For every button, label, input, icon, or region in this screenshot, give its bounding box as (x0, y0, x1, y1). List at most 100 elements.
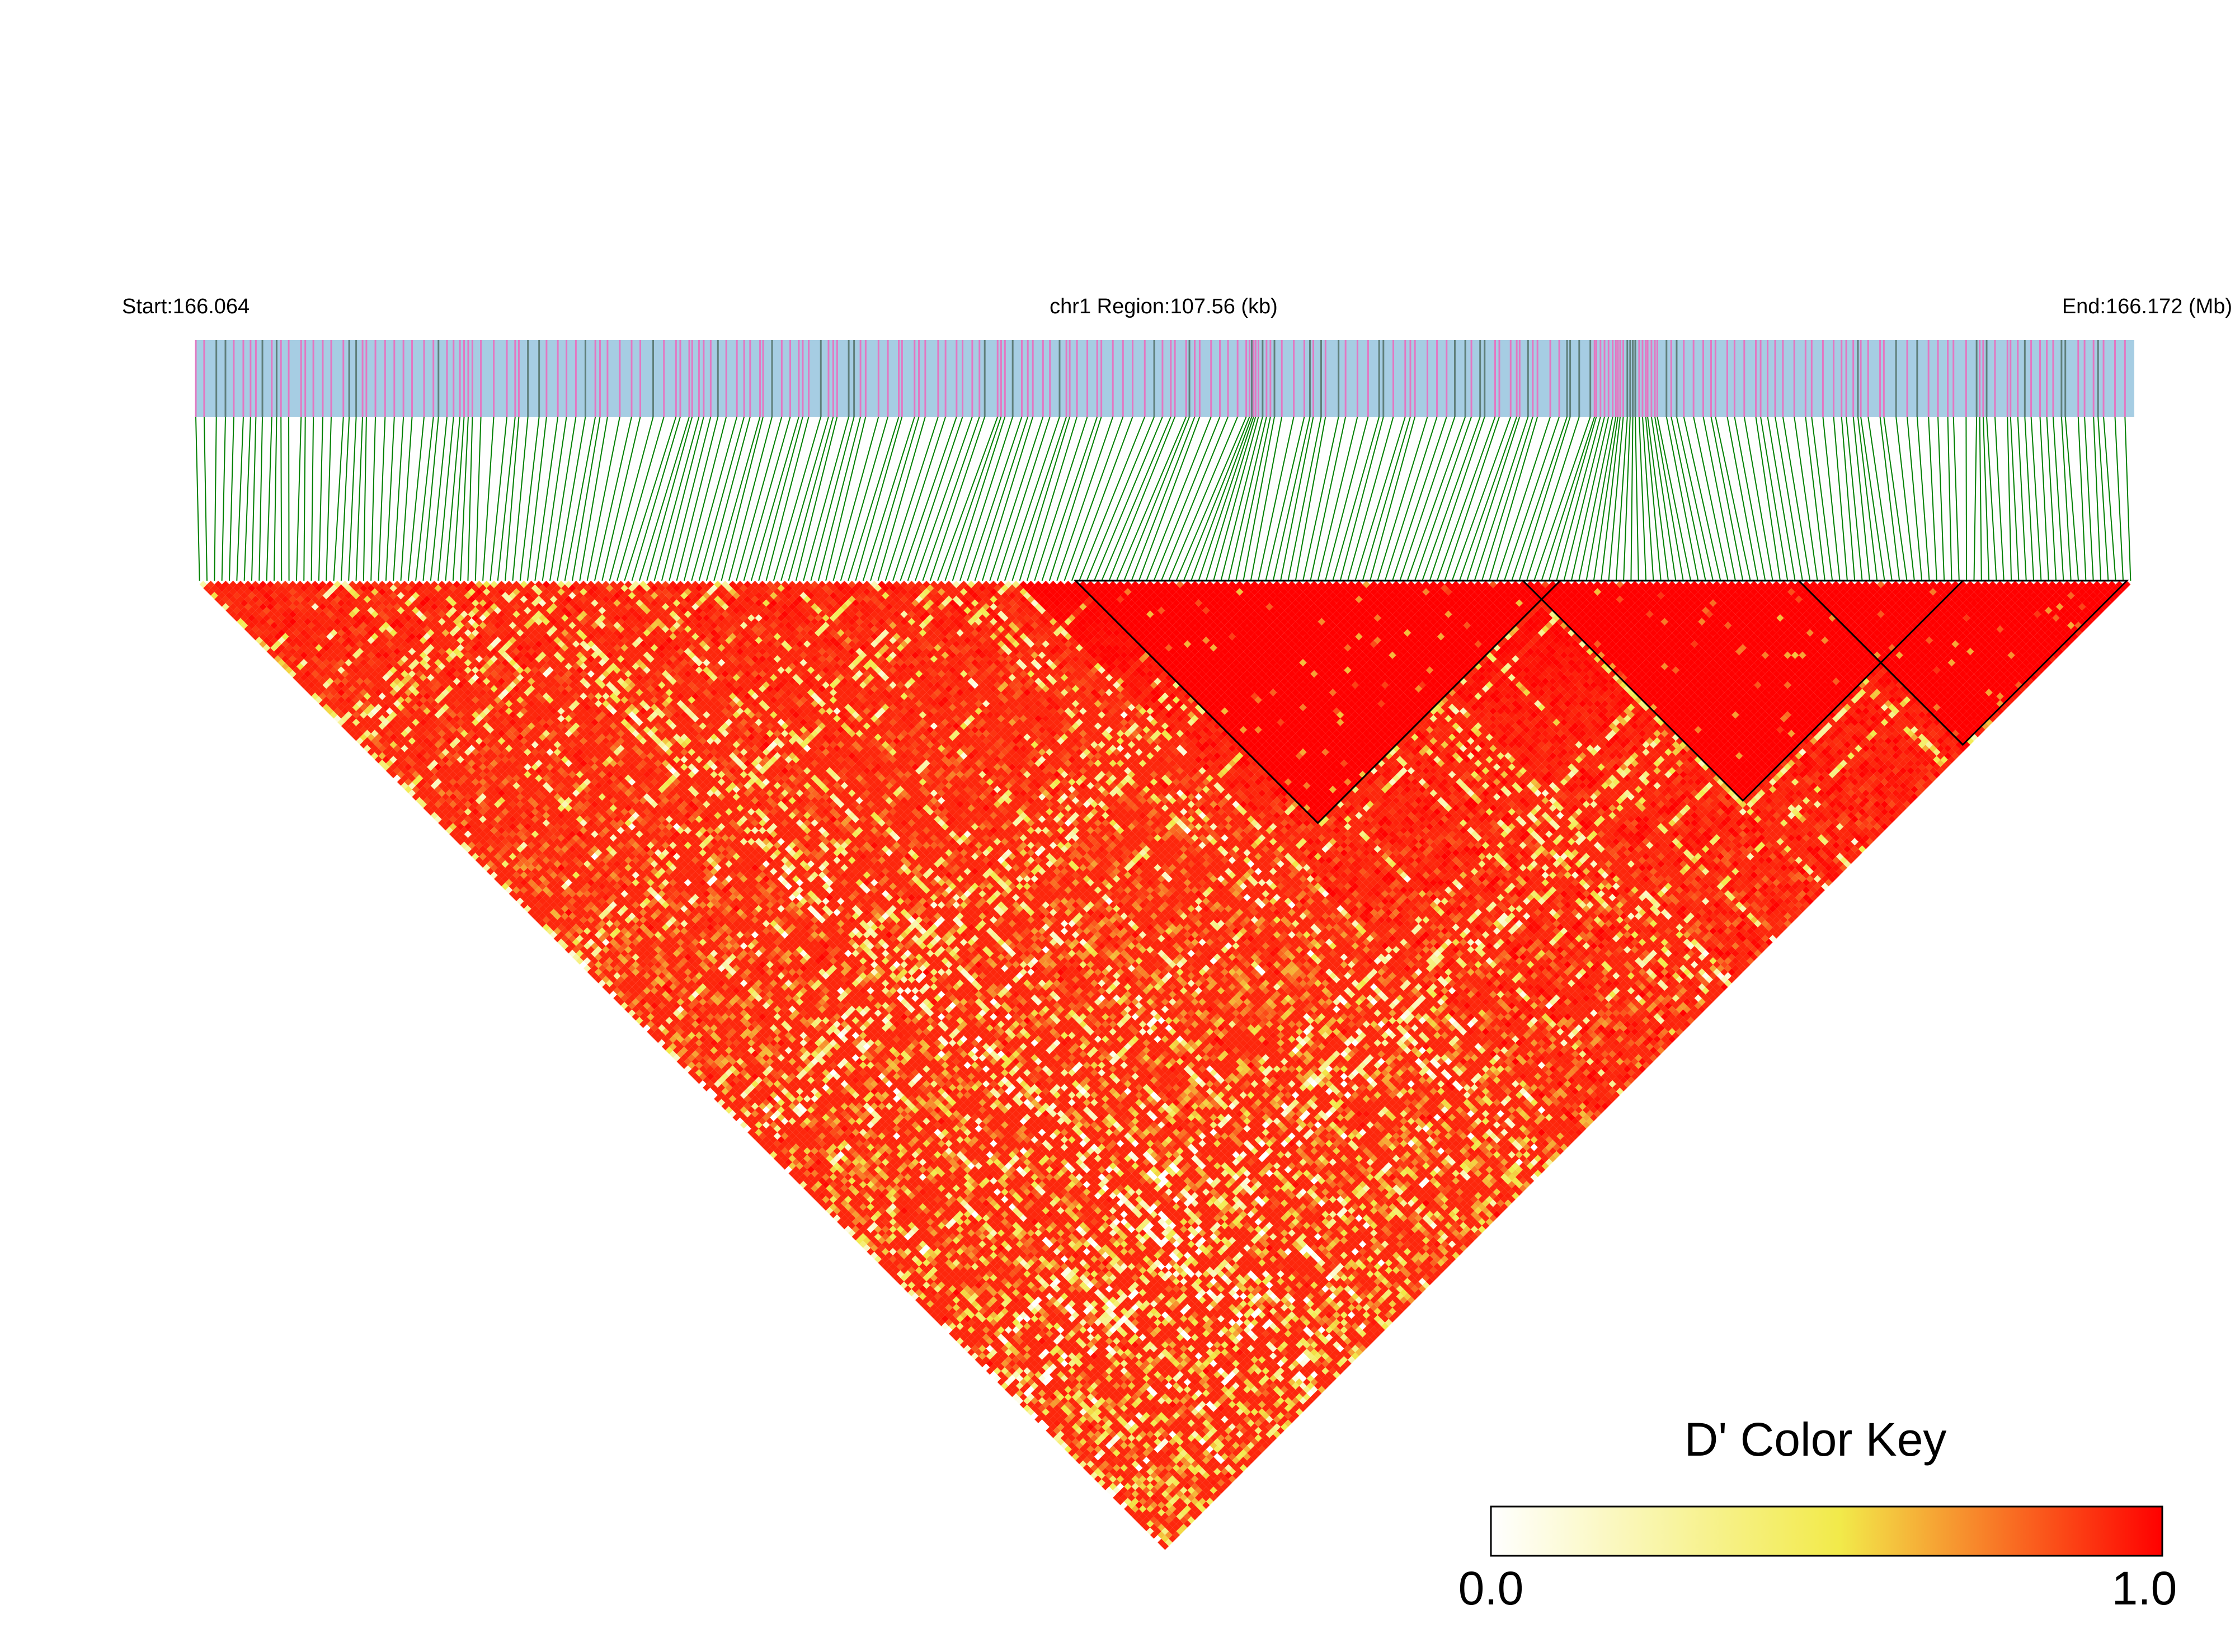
snp-connector (1917, 417, 1930, 581)
snp-connector (781, 417, 829, 581)
snp-connector (1954, 417, 1959, 581)
snp-connector (1527, 417, 1579, 581)
snp-connector (655, 417, 699, 581)
snp-connector (453, 417, 464, 581)
snp-connector (1594, 417, 1618, 581)
snp-connector (297, 417, 301, 581)
snp-connector (1635, 417, 1639, 581)
snp-connector (379, 417, 385, 581)
snp-connector (326, 417, 331, 581)
snp-connector (1549, 417, 1597, 581)
snp-connector (1834, 417, 1847, 581)
snp-connector (1318, 417, 1358, 581)
snp-connector (930, 417, 985, 581)
snp-connector (818, 417, 860, 581)
snp-connector (1571, 417, 1608, 581)
snp-connector (1504, 417, 1559, 581)
snp-connector (1467, 417, 1519, 581)
snp-connector-lines (196, 417, 2130, 581)
snp-connector (349, 417, 356, 581)
region-end-label: End:166.172 (Mb) (2062, 295, 2232, 318)
snp-connector (632, 417, 680, 581)
snp-connector (915, 417, 972, 581)
snp-connector (1896, 417, 1914, 581)
snp-connector (1693, 417, 1728, 581)
snp-connector (1415, 417, 1471, 581)
snp-connector (252, 417, 256, 581)
snp-connector (445, 417, 460, 581)
snp-connector (1020, 417, 1070, 581)
snp-connector (214, 417, 216, 581)
snp-connector (1161, 417, 1228, 581)
snp-connector (222, 417, 225, 581)
snp-connector (1884, 417, 1907, 581)
snp-connector (572, 417, 600, 581)
snp-connector (431, 417, 447, 581)
snp-connector (2125, 417, 2130, 581)
snp-connector (393, 417, 403, 581)
snp-connector (1727, 417, 1758, 581)
snp-connector (617, 417, 664, 581)
snp-connector (1251, 417, 1282, 581)
snp-connector (1980, 417, 1982, 581)
snp-connector (1880, 417, 1900, 581)
snp-connector (967, 417, 1022, 581)
snp-connector (1624, 417, 1630, 581)
snp-connector (863, 417, 915, 581)
snp-connector (945, 417, 1001, 581)
snp-connector (512, 417, 528, 581)
snp-connector (893, 417, 945, 581)
snp-connector (1631, 417, 1632, 581)
snp-connector (826, 417, 865, 581)
snp-connector (1482, 417, 1533, 581)
snp-connector (274, 417, 277, 581)
snp-connector (237, 417, 243, 581)
snp-connector (878, 417, 925, 581)
snp-connector (259, 417, 262, 581)
snp-track-background (196, 340, 2134, 417)
snp-connector (364, 417, 366, 581)
snp-connector (2062, 417, 2071, 581)
snp-connector (602, 417, 640, 581)
snp-connector (1868, 417, 1892, 581)
snp-connector (1948, 417, 1952, 581)
snp-connector (319, 417, 323, 581)
snp-connector (1139, 417, 1199, 581)
snp-connector (304, 417, 305, 581)
snp-connector (2011, 417, 2019, 581)
snp-connector (1460, 417, 1517, 581)
snp-connector (1823, 417, 1839, 581)
snp-connector (1586, 417, 1616, 581)
snp-connector (1648, 417, 1668, 581)
snp-connector (1684, 417, 1721, 581)
snp-connector (691, 417, 737, 581)
snp-connector (595, 417, 632, 581)
snp-connector (312, 417, 314, 581)
snp-connector (1117, 417, 1186, 581)
snp-connector (908, 417, 963, 581)
snp-connector (565, 417, 596, 581)
snp-connector (229, 417, 234, 581)
snp-connector (1355, 417, 1405, 581)
snp-connector (1437, 417, 1495, 581)
snp-connector (1191, 417, 1251, 581)
snp-connector (2104, 417, 2116, 581)
snp-connector (1005, 417, 1060, 581)
snp-connector (1452, 417, 1511, 581)
snp-connector (2007, 417, 2011, 581)
snp-connector (1768, 417, 1795, 581)
snp-connector (1639, 417, 1646, 581)
snp-connector (2018, 417, 2026, 581)
snp-connector (1907, 417, 1922, 581)
ld-heatmap-triangle (200, 581, 2131, 1550)
snp-connector (468, 417, 472, 581)
snp-connector (982, 417, 1033, 581)
snp-connector (2078, 417, 2086, 581)
snp-connector (2065, 417, 2078, 581)
snp-connector (1715, 417, 1750, 581)
snp-connector (244, 417, 251, 581)
snp-connector (386, 417, 394, 581)
snp-connector (900, 417, 956, 581)
snp-connector (528, 417, 547, 581)
snp-connector (953, 417, 1005, 581)
